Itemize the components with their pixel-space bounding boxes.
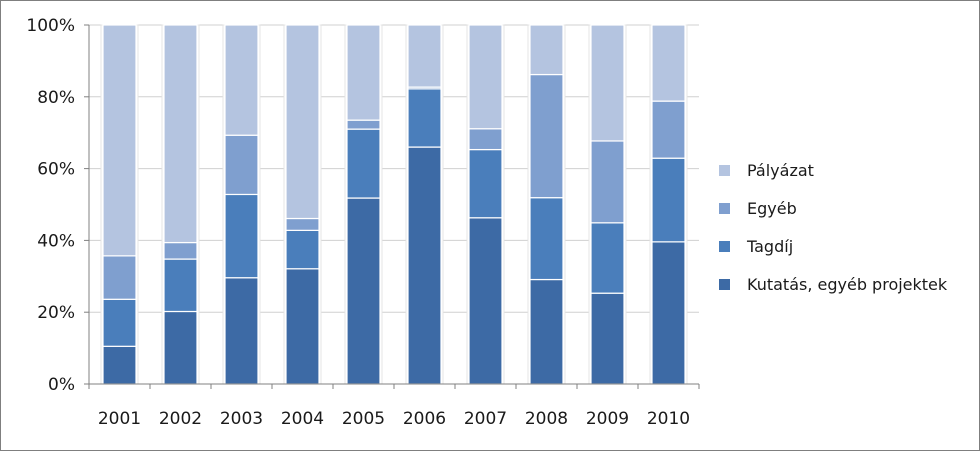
bar-segment [590,24,625,142]
bar-segment [590,292,625,385]
bar-segment [468,24,503,130]
legend-label: Kutatás, egyéb projektek [747,275,948,294]
bar-segment [346,119,381,130]
x-tick-label: 2002 [159,409,202,429]
bars [100,24,688,385]
bar-segment [102,298,137,347]
legend: Pályázat Egyéb Tagdíj Kutatás, egyéb projek… [719,161,948,294]
x-tick-label: 2009 [586,409,629,429]
bar-segment [468,128,503,151]
x-tick-label: 2004 [281,409,324,429]
legend-swatch [719,241,730,252]
bar-segment [163,310,198,385]
y-tick-label: 40% [37,231,75,251]
bar-segment [285,217,320,231]
bar-segment [529,24,564,76]
bar-segment [529,197,564,281]
bar-segment [102,345,137,385]
bar-segment [651,157,686,243]
bar-segment [224,134,259,196]
bar-segment [285,268,320,385]
y-axis-tick-labels: 0% 20% 40% 60% 80% 100% [26,16,75,395]
x-tick-label: 2006 [403,409,446,429]
bar-segment [102,24,137,257]
bar-segment [346,24,381,121]
x-tick-label: 2007 [464,409,507,429]
bar-segment [285,24,320,220]
bar-segment [407,146,442,385]
bar-segment [529,278,564,385]
bar-segment [224,277,259,385]
bar-segment [102,255,137,300]
bar-segment [529,73,564,199]
bar-segment [651,100,686,159]
legend-swatch [719,203,730,214]
y-tick-label: 60% [37,160,75,180]
bar-segment [651,241,686,385]
bar-segment [346,197,381,385]
legend-swatch [719,165,730,176]
bar-segment [346,128,381,199]
legend-label: Tagdíj [746,237,793,256]
bar-segment [224,24,259,136]
bar-segment [163,24,198,244]
x-tick-label: 2001 [98,409,141,429]
legend-label: Pályázat [747,161,814,180]
axes [84,24,700,389]
bar-segment [163,258,198,313]
x-axis-tick-labels: 2001 2002 2003 2004 2005 2006 2007 2008 2009 2010 [98,409,690,429]
bar-segment [285,229,320,270]
x-tick-label: 2010 [647,409,690,429]
bar-segment [590,140,625,224]
x-tick-label: 2003 [220,409,263,429]
legend-label: Egyéb [747,199,797,218]
y-tick-label: 80% [37,88,75,108]
bar-segment [163,241,198,260]
x-tick-label: 2008 [525,409,568,429]
y-tick-label: 0% [48,375,75,395]
y-tick-label: 100% [26,16,75,36]
bar-segment [224,193,259,279]
x-tick-label: 2005 [342,409,385,429]
legend-swatch [719,279,730,290]
bar-segment [590,222,625,294]
bar-segment [407,88,442,148]
y-tick-label: 20% [37,303,75,323]
bar-segment [468,148,503,219]
bar-segment [407,24,442,88]
bar-segment [651,24,686,102]
bar-segment [468,217,503,385]
